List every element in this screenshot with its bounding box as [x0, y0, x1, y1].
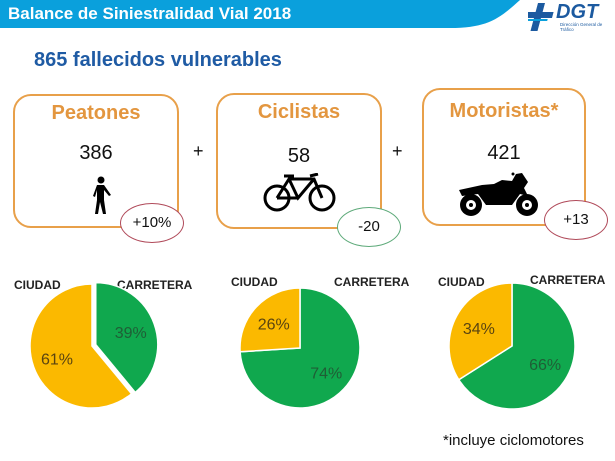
pie-data-label-carretera: 39% [115, 325, 147, 342]
dgt-cross-icon [525, 3, 554, 31]
pie-data-label-ciudad: 61% [41, 352, 73, 369]
plus-sign: + [392, 141, 403, 161]
bicycle-icon [263, 173, 336, 212]
dgt-logo: DGT Dirección General de Tráfico [525, 1, 612, 35]
logo-subtitle: Dirección General de Tráfico [560, 22, 603, 32]
card-title: Peatones [51, 102, 141, 124]
change-badge-peatones: +10% [120, 203, 184, 243]
change-value: -20 [358, 218, 380, 235]
pie-chart-ciclistas: 74% 26% [239, 287, 361, 409]
pie-slice-carretera [95, 281, 159, 394]
pie-data-label-ciudad: 26% [258, 316, 290, 333]
card-value: 421 [487, 142, 521, 164]
pie-label-ciudad: CIUDAD [438, 275, 485, 289]
card-value: 58 [287, 145, 311, 167]
card-title: Ciclistas [257, 101, 341, 123]
header-bar: Balance de Siniestralidad Vial 2018 [0, 0, 615, 30]
pie-slice-ciudad [239, 287, 301, 353]
header-title: Balance de Siniestralidad Vial 2018 [8, 4, 292, 23]
card-ciclistas: Ciclistas 58 [216, 93, 382, 229]
change-value: +10% [132, 214, 172, 231]
plus-sign: + [193, 141, 204, 161]
pie-label-carretera: CARRETERA [117, 278, 193, 292]
change-badge-ciclistas: -20 [337, 207, 401, 247]
footnote: *incluye ciclomotores [443, 432, 584, 449]
pie-label-carretera: CARRETERA [530, 273, 606, 287]
card-title: Motoristas* [449, 100, 559, 122]
card-value: 386 [79, 142, 113, 164]
header-shape [0, 0, 520, 28]
pedestrian-icon [93, 176, 111, 214]
pie-label-carretera: CARRETERA [334, 275, 410, 289]
pie-chart-motoristas: 66% 34% [448, 282, 576, 410]
pie-label-ciudad: CIUDAD [14, 278, 61, 292]
page-subtitle: 865 fallecidos vulnerables [34, 49, 282, 71]
pie-slice-carretera [457, 282, 576, 410]
pie-data-label-carretera: 66% [529, 357, 561, 374]
pie-chart-peatones: 39% 61% [29, 281, 159, 409]
logo-name: DGT [556, 1, 599, 23]
pie-data-label-carretera: 74% [310, 366, 342, 383]
pie-data-label-ciudad: 34% [463, 321, 495, 338]
change-badge-motoristas: +13 [544, 200, 608, 240]
pie-slice-ciudad [448, 282, 513, 381]
pie-slice-ciudad [29, 283, 133, 409]
pie-label-ciudad: CIUDAD [231, 275, 278, 289]
change-value: +13 [563, 211, 589, 228]
motorcycle-icon [459, 172, 538, 216]
card-motoristas: Motoristas* 421 [422, 88, 586, 226]
